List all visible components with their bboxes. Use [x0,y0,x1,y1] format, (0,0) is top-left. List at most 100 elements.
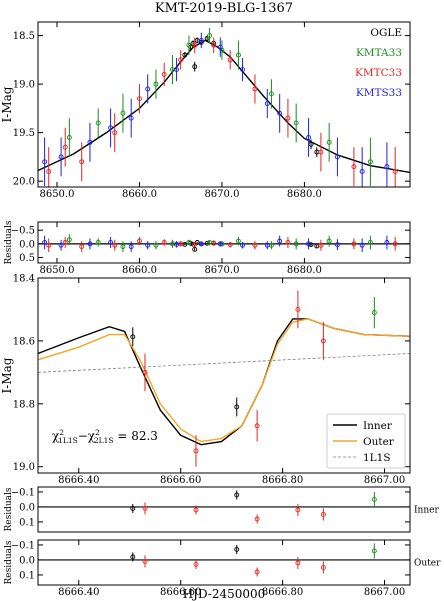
annotation-part: 2 [95,428,100,437]
y-axis-label: I-Mag [0,357,14,393]
data-point [192,246,198,252]
data-point [161,240,167,245]
data-point [285,115,291,121]
data-point [198,241,204,247]
data-point [392,241,398,247]
legend-entry: KMTA33 [356,47,402,59]
data-point [46,169,52,174]
chart-title: KMT-2019-BLG-1367 [155,1,293,16]
y-tick-label: 0.1 [19,517,35,528]
data-point [326,238,332,244]
data-point [351,164,357,170]
plot-area [38,543,410,577]
annotation-part: −χ [78,429,96,443]
x-axis-label: HJD-2450000 [183,587,266,601]
data-point [192,42,198,48]
model-line [38,318,410,443]
y-tick-label: 18.5 [13,31,35,42]
legend-entry: 1L1S [363,452,391,464]
y-tick-label: 19.5 [13,128,35,139]
plot-area [38,290,410,467]
data-point [320,565,326,570]
annotation: χ2 1L1S−χ2 2L1S = 82.3 [52,428,158,445]
data-point [367,240,373,245]
data-point [130,506,136,511]
data-point [371,310,377,316]
x-tick-label: 8650.0 [39,265,74,276]
panel-label: Inner [414,506,439,516]
data-point [66,237,72,243]
data-point [120,110,126,116]
data-point [293,120,299,126]
data-point [186,240,192,245]
data-point [130,334,136,340]
y-axis-label: Residuals [4,487,14,531]
data-point [235,238,241,244]
data-point [264,101,270,106]
y-tick-label: 18.8 [13,399,35,410]
x-tick-label: 8667.00 [364,475,405,486]
data-point [252,242,258,248]
data-point [392,169,398,174]
data-point [371,548,377,554]
data-point [142,369,148,375]
data-point [234,547,240,552]
data-point [320,338,326,344]
data-point [142,559,148,564]
y-axis-label: I-Mag [0,86,14,122]
data-point [42,159,48,165]
x-tick-label: 8666.40 [58,475,99,486]
y-tick-label: 0.0 [19,555,35,566]
x-tick-label: 8666.80 [262,587,303,598]
data-point [254,569,260,575]
data-point [192,241,198,247]
data-point [211,42,217,48]
data-point [234,492,240,498]
legend-entry: Inner [363,420,393,432]
legend-entry: Outer [363,436,395,448]
data-point [367,159,373,165]
y-tick-label: 19.0 [13,80,35,91]
data-point [145,242,151,248]
data-point [295,507,301,513]
data-point [326,139,332,145]
plot-area [38,490,410,524]
data-point [293,241,299,247]
x-tick-label: 8666.80 [262,475,303,486]
data-point [186,42,192,48]
annotation-part: χ [52,429,60,443]
data-point [318,242,324,248]
y-tick-label: 19.0 [13,462,35,473]
data-point [178,57,184,63]
data-point [95,120,101,126]
y-axis-label: Residuals [4,220,14,264]
data-point [254,423,260,429]
data-point [193,448,199,454]
x-tick-label: 8660.0 [122,265,157,276]
data-point [137,238,142,244]
data-point [137,96,142,102]
x-tick-label: 8666.60 [160,475,201,486]
data-point [87,139,93,145]
legend-entry: KMTS33 [356,87,402,99]
y-tick-label: 18.6 [13,336,35,347]
data-point [334,242,340,248]
plot-area [38,27,410,187]
data-point [211,240,217,246]
data-point [234,404,240,410]
data-point [193,507,199,513]
data-point [277,238,283,244]
x-tick-label: 8666.40 [58,587,99,598]
y-tick-label: −0.1 [11,540,35,551]
data-point [174,241,180,247]
data-point [108,240,114,245]
data-point [240,242,246,248]
data-point [128,115,134,121]
data-point [130,554,136,560]
panel-label: Outer [414,559,441,569]
x-tick-label: 8670.0 [204,189,239,200]
data-point [359,242,365,248]
data-point [254,516,260,522]
data-point [217,241,223,247]
data-point [62,240,68,245]
